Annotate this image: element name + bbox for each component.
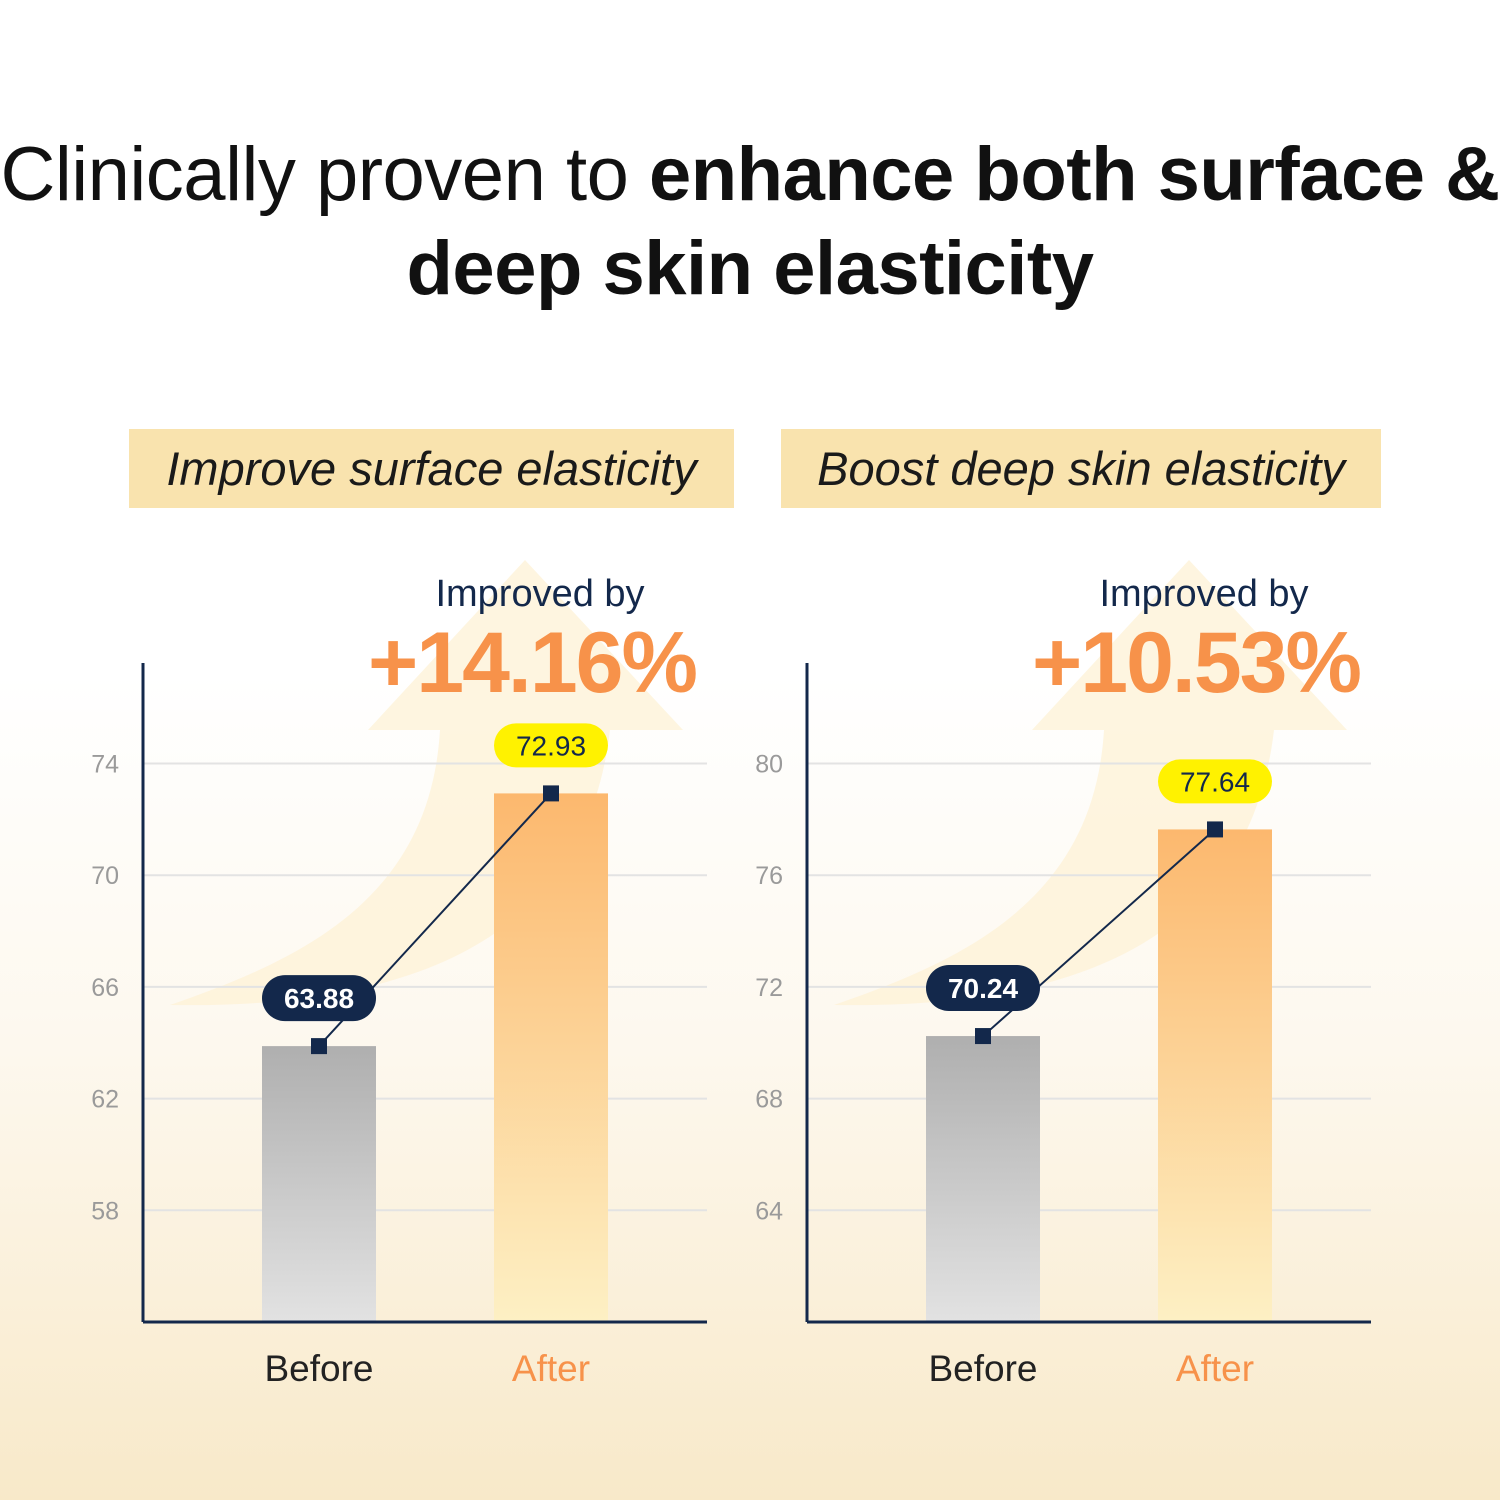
chart-1-y-tick-label: 70 (91, 862, 119, 890)
chart-1-header: Improve surface elasticity (129, 429, 734, 508)
chart-1-marker (311, 1038, 327, 1055)
chart-1-marker (543, 785, 559, 802)
chart-1-improved-label: Improved by (435, 573, 644, 615)
chart-2-x-label-before: Before (928, 1348, 1037, 1389)
chart-2-bar-before (926, 1036, 1040, 1322)
chart-2-value-pill (1158, 759, 1272, 804)
chart-2-y-tick-label: 72 (755, 974, 783, 1002)
page-title: Clinically proven to enhance both surfac… (0, 128, 1500, 316)
chart-2-value-pill (926, 965, 1040, 1012)
chart-2-marker (1207, 821, 1223, 838)
chart-2-value-label: 77.64 (1180, 766, 1250, 797)
chart-2-y-tick-label: 68 (755, 1086, 783, 1114)
chart-2-header: Boost deep skin elasticity (781, 429, 1381, 508)
chart-2-x-label-after: After (1176, 1348, 1254, 1389)
chart-2-y-tick-label: 76 (755, 862, 783, 890)
chart-2-value-label: 70.24 (948, 973, 1018, 1004)
chart-1-bar-before (262, 1046, 376, 1322)
chart-1-value-pill (494, 723, 608, 768)
chart-2-marker (975, 1028, 991, 1045)
chart-1-y-tick-label: 74 (91, 751, 119, 779)
chart-2-y-tick-label: 80 (755, 751, 783, 779)
chart-1-improvement-value: +14.16% (368, 615, 696, 711)
chart-1-y-tick-label: 58 (91, 1197, 119, 1225)
title-bold: enhance both surface & deep skin elastic… (406, 132, 1500, 311)
title-regular: Clinically proven to (0, 132, 649, 217)
chart-1-bar-after (494, 793, 608, 1322)
chart-1-y-tick-label: 66 (91, 974, 119, 1002)
chart-1-value-pill (262, 975, 376, 1022)
chart-2-bar-after (1158, 829, 1272, 1322)
chart-2-improved-label: Improved by (1099, 573, 1308, 615)
chart-2-improvement-value: +10.53% (1032, 615, 1360, 711)
chart-1-y-tick-label: 62 (91, 1086, 119, 1114)
chart-1-arrow-icon (170, 560, 683, 1006)
chart-2-arrow-icon (834, 560, 1347, 1006)
chart-1-value-label: 72.93 (516, 730, 586, 761)
chart-1-x-label-before: Before (264, 1348, 373, 1389)
chart-1-x-label-after: After (512, 1348, 590, 1389)
chart-1-value-label: 63.88 (284, 983, 354, 1014)
chart-2-y-tick-label: 64 (755, 1197, 783, 1225)
